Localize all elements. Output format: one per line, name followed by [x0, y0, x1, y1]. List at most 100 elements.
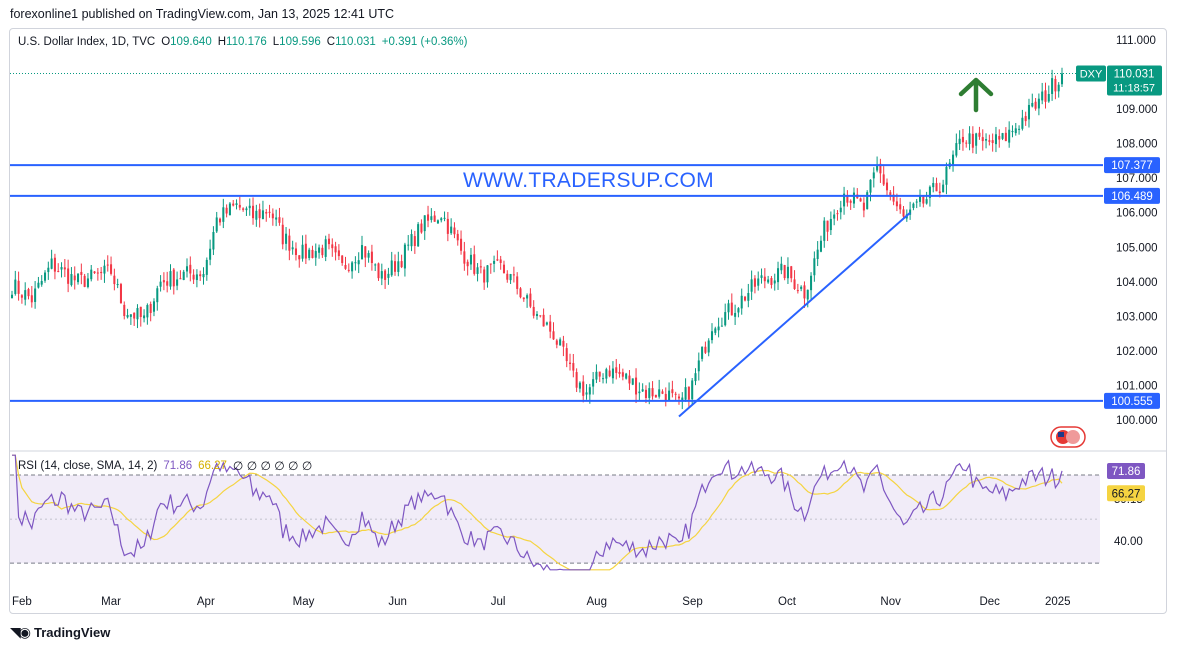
- candle-body: [119, 284, 122, 304]
- candle-body: [760, 275, 763, 278]
- candle-body: [730, 302, 733, 316]
- candle-body: [697, 360, 700, 372]
- level-price-label: 100.555: [1111, 396, 1153, 408]
- price-tick-label: 102.000: [1116, 346, 1158, 358]
- candle-body: [582, 381, 585, 396]
- candle-body: [24, 290, 27, 300]
- candle-body: [872, 172, 875, 179]
- candle-body: [327, 238, 331, 245]
- candle-body: [575, 372, 578, 388]
- last-price-tag: [1107, 65, 1162, 96]
- candle-body: [301, 244, 304, 259]
- candle-body: [17, 280, 20, 294]
- candle-body: [806, 289, 809, 300]
- tradingview-icon: ◥◉: [10, 624, 31, 640]
- candle-body: [143, 315, 146, 319]
- candle-body: [710, 331, 714, 341]
- candle-body: [588, 387, 591, 395]
- candle-body: [321, 247, 324, 256]
- rsi-label[interactable]: RSI (14, close, SMA, 14, 2): [18, 460, 158, 472]
- x-tick-label: Sep: [682, 596, 702, 608]
- candles-layer[interactable]: [10, 67, 1064, 410]
- candle-body: [222, 207, 225, 222]
- sma-value-tag: [1107, 485, 1145, 502]
- x-tick-label: Nov: [880, 596, 901, 608]
- candle-body: [423, 215, 426, 232]
- candle-body: [20, 295, 23, 298]
- level-price-tag: [1104, 157, 1160, 174]
- candle-body: [493, 260, 496, 264]
- high-key: H: [217, 36, 227, 48]
- candle-body: [34, 288, 37, 302]
- candle-body: [139, 306, 142, 318]
- candle-body: [476, 267, 479, 274]
- candle-body: [304, 243, 307, 259]
- candle-body: [218, 218, 222, 223]
- price-tick-label: 108.000: [1116, 139, 1158, 151]
- candle-body: [146, 305, 149, 318]
- candle-body: [777, 268, 780, 283]
- candle-body: [506, 273, 509, 280]
- candle-body: [152, 301, 156, 312]
- candle-body: [202, 274, 205, 278]
- candle-body: [261, 210, 264, 220]
- x-tick-label: May: [293, 596, 315, 608]
- candle-body: [899, 204, 902, 210]
- symbol-label[interactable]: U.S. Dollar Index, 1D, TVC: [18, 36, 156, 48]
- candle-body: [100, 271, 103, 274]
- candle-body: [380, 271, 383, 279]
- candle-body: [347, 269, 350, 271]
- candle-body: [43, 272, 47, 281]
- close-value: 110.031: [335, 36, 376, 48]
- candle-body: [740, 295, 743, 309]
- candle-body: [677, 396, 681, 399]
- candle-body: [971, 133, 974, 148]
- level-price-tag: [1104, 392, 1160, 409]
- candle-body: [37, 282, 40, 288]
- candle-body: [235, 203, 238, 205]
- candle-body: [96, 272, 99, 274]
- candle-body: [892, 194, 895, 202]
- candle-body: [384, 270, 387, 280]
- candle-body: [803, 285, 806, 299]
- candle-body: [846, 195, 849, 203]
- rsi-value-tag: [1107, 462, 1145, 479]
- x-tick-label: Apr: [197, 596, 215, 608]
- levels-layer[interactable]: 107.377 106.489 100.555: [10, 157, 1160, 418]
- candle-body: [294, 248, 297, 256]
- candle-body: [1054, 79, 1057, 92]
- candle-body: [889, 192, 892, 196]
- tradingview-logo[interactable]: ◥◉ TradingView: [10, 624, 110, 641]
- candle-body: [1051, 78, 1054, 94]
- candle-body: [502, 264, 506, 273]
- price-tick-label: 107.000: [1116, 173, 1158, 185]
- candle-body: [611, 368, 614, 379]
- candle-body: [529, 293, 532, 307]
- candle-body: [628, 375, 631, 384]
- candle-body: [483, 269, 486, 283]
- candle-body: [661, 391, 664, 394]
- close-key: C: [326, 36, 336, 48]
- candle-body: [367, 253, 370, 258]
- candle-body: [390, 260, 393, 276]
- candle-body: [539, 315, 542, 317]
- candle-body: [935, 183, 938, 192]
- candle-body: [67, 268, 70, 284]
- candle-body: [770, 278, 773, 285]
- candle-body: [400, 261, 403, 268]
- candle-body: [866, 192, 869, 210]
- rsi-layer: [12, 454, 1063, 571]
- candle-body: [681, 397, 684, 401]
- candle-body: [720, 325, 723, 327]
- candle-body: [351, 262, 354, 272]
- chart-frame: [9, 28, 1167, 614]
- candle-body: [496, 259, 499, 261]
- candle-body: [691, 380, 694, 400]
- rsi-legend: RSI (14, close, SMA, 14, 2) 71.86 66.27 …: [18, 459, 312, 473]
- candle-body: [308, 249, 311, 259]
- candle-body: [407, 244, 410, 246]
- candle-body: [453, 227, 456, 235]
- candle-body: [90, 269, 93, 280]
- candle-body: [585, 392, 588, 395]
